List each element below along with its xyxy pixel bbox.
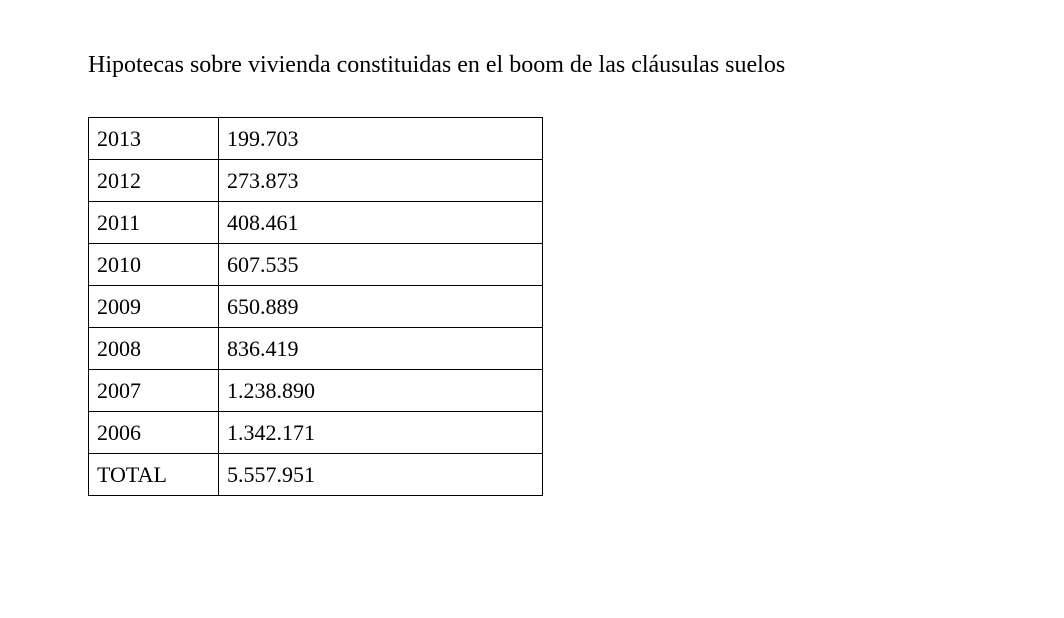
year-cell: 2010: [89, 244, 219, 286]
year-cell: 2012: [89, 160, 219, 202]
total-value-cell: 5.557.951: [219, 454, 543, 496]
table-body: 2013 199.703 2012 273.873 2011 408.461 2…: [89, 118, 543, 496]
value-cell: 836.419: [219, 328, 543, 370]
table-row: 2011 408.461: [89, 202, 543, 244]
year-cell: 2011: [89, 202, 219, 244]
page-title: Hipotecas sobre vivienda constituidas en…: [88, 52, 1064, 79]
value-cell: 199.703: [219, 118, 543, 160]
value-cell: 1.238.890: [219, 370, 543, 412]
table-row: 2009 650.889: [89, 286, 543, 328]
value-cell: 1.342.171: [219, 412, 543, 454]
mortgages-table: 2013 199.703 2012 273.873 2011 408.461 2…: [88, 117, 543, 496]
year-cell: 2008: [89, 328, 219, 370]
value-cell: 408.461: [219, 202, 543, 244]
value-cell: 650.889: [219, 286, 543, 328]
year-cell: 2013: [89, 118, 219, 160]
value-cell: 607.535: [219, 244, 543, 286]
value-cell: 273.873: [219, 160, 543, 202]
total-label-cell: TOTAL: [89, 454, 219, 496]
table-row: 2006 1.342.171: [89, 412, 543, 454]
year-cell: 2009: [89, 286, 219, 328]
table-row: TOTAL 5.557.951: [89, 454, 543, 496]
table-row: 2012 273.873: [89, 160, 543, 202]
table-row: 2007 1.238.890: [89, 370, 543, 412]
table-row: 2010 607.535: [89, 244, 543, 286]
year-cell: 2006: [89, 412, 219, 454]
year-cell: 2007: [89, 370, 219, 412]
table-row: 2013 199.703: [89, 118, 543, 160]
table-row: 2008 836.419: [89, 328, 543, 370]
